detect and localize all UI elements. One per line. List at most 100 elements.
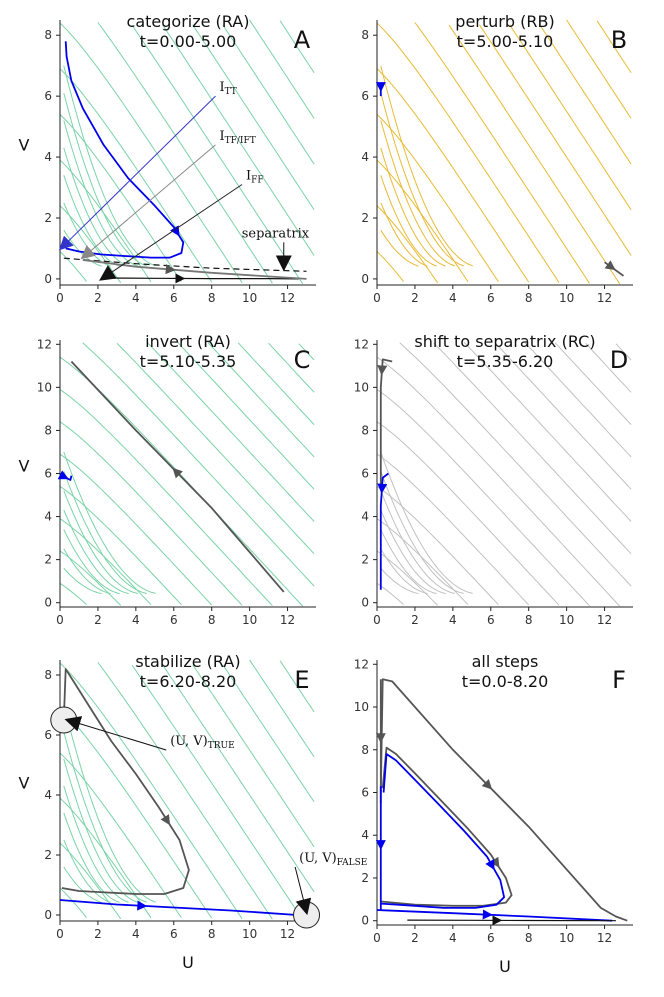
panel-d-series-0 [379, 358, 393, 485]
panel-b-x-tick-label: 8 [525, 291, 533, 305]
panel-f-y-tick-label: 12 [354, 657, 369, 671]
panel-a-annotation-0: ITT [219, 80, 236, 97]
panel-a-streamline [161, 24, 315, 256]
panel-f-y-tick-label: 6 [361, 786, 369, 800]
panel-c-streamline [59, 485, 182, 606]
panel-c-subtitle: t=5.10-5.35 [140, 352, 237, 371]
panel-a-letter: A [294, 26, 311, 54]
panel-b-streamline [380, 65, 473, 267]
panel-b-streamline [376, 251, 404, 282]
panel-a-annotation-sub: TF/IFT [225, 136, 256, 146]
panel-d-subtitle: t=5.35-6.20 [457, 352, 554, 371]
panel-a-title: categorize (RA) [127, 12, 250, 31]
panel-c-streamline [59, 582, 87, 605]
panel-b: 0 2 4 6 8 10 12 0 2 4 6 8 perturb (RB)t=5.00-5.10 B [361, 12, 633, 305]
panel-d-x-tick-label: 2 [411, 613, 419, 627]
panel-c-streamline [59, 389, 273, 607]
panel-b-streamline [596, 20, 632, 73]
panel-b-streamline [376, 68, 530, 283]
panel-e-annotation-1: (U, V)FALSE [299, 851, 367, 868]
panel-a-x-tick-label: 2 [94, 291, 102, 305]
panel-e-streamline [131, 664, 304, 921]
panel-e-x-tick-label: 4 [132, 927, 140, 941]
panel-e-annotation-sub: FALSE [337, 858, 368, 868]
panel-e-x-tick-label: 6 [170, 927, 178, 941]
panel-d-streamline [376, 453, 530, 606]
panel-e-streamline [222, 664, 315, 803]
panel-e-x-tick-label: 12 [280, 927, 295, 941]
panel-a-streamline [63, 175, 120, 267]
panel-a-streamline [59, 114, 182, 282]
panel-c-streamline [63, 509, 129, 595]
panel-d-series-1 [379, 472, 389, 590]
panel-c: 0 2 4 6 8 10 12 0 2 4 6 8 10 12 invert (RA)t=5.10-5.35… [19, 332, 316, 627]
panel-d-streamline [376, 356, 621, 607]
panel-a-streamline [279, 20, 315, 73]
panel-f-y-tick-label: 4 [361, 828, 369, 842]
panel-a-streamline [131, 24, 304, 285]
panel-c-streamline [63, 529, 120, 595]
panel-c-streamline [237, 342, 315, 425]
panel-b-streamline [566, 19, 632, 119]
panel-d-x-tick-label: 6 [487, 613, 495, 627]
panel-a-annotation-sub: FF [251, 175, 263, 185]
panel-f-letter: F [612, 666, 626, 694]
panel-d-streamline [376, 389, 590, 607]
panel-a-series-0 [64, 41, 185, 259]
panel-e-annotation-arrow-1 [294, 866, 312, 916]
panel-a-streamline [59, 251, 87, 282]
panel-a-streamline [63, 147, 129, 267]
panel-b-streamline [380, 229, 419, 267]
panel-b-streamline [478, 24, 632, 256]
panel-b-streamline [448, 24, 621, 285]
panel-e-y-tick-label: 8 [44, 668, 52, 682]
panel-b-streamline [380, 92, 464, 267]
panel-e-streamline [63, 704, 156, 903]
panel-b-streamline [376, 22, 560, 283]
panel-a-x-tick-label: 6 [170, 291, 178, 305]
panel-f-y-tick-label: 2 [361, 871, 369, 885]
panel-c-x-tick-label: 6 [170, 613, 178, 627]
panel-f-x-tick-label: 12 [597, 931, 612, 945]
panel-f-title: all steps [472, 652, 539, 671]
panel-a-streamline [59, 205, 122, 284]
panel-f-series-5 [376, 909, 613, 922]
panel-c-y-tick-label: 10 [37, 380, 52, 394]
panel-b-streamline [509, 24, 632, 211]
panel-b-letter: B [611, 26, 627, 54]
panel-b-streamline [414, 22, 590, 284]
panel-f-x-tick-label: 6 [487, 931, 495, 945]
panel-c-streamline [268, 342, 315, 393]
panel-a-annotation-3: separatrix [242, 226, 310, 241]
panel-a-streamline [63, 120, 138, 267]
panel-e: 0 2 4 6 8 10 12 0 2 4 6 8 stabilize (RA)t=6.20-8.20 E… [19, 652, 368, 972]
panel-a-x-tick-label: 0 [56, 291, 64, 305]
panel-e-annotation-sub: TRUE [208, 741, 235, 751]
panel-d-streamline [380, 548, 428, 595]
panel-e-streamline [59, 887, 87, 919]
panel-d-x-tick-label: 0 [373, 613, 381, 627]
panel-a-annotation-arrow-2 [99, 184, 243, 281]
panel-b-x-tick-label: 12 [597, 291, 612, 305]
panel-f-subtitle: t=0.0-8.20 [462, 672, 549, 691]
panel-d-streamline [399, 342, 632, 587]
panel-e-point-0 [50, 706, 78, 734]
panel-e-streamline [59, 842, 122, 920]
panel-c-x-tick-label: 12 [280, 613, 295, 627]
panel-a-y-tick-label: 8 [44, 28, 52, 42]
panel-a-annotation-arrow-1 [80, 144, 216, 260]
panel-e-streamline [63, 758, 138, 903]
panel-b-x-tick-label: 2 [411, 291, 419, 305]
panel-a-streamline [192, 24, 315, 211]
panel-f-x-label: U [499, 957, 511, 976]
panel-d-letter: D [610, 346, 628, 374]
panel-e-x-tick-label: 2 [94, 927, 102, 941]
panel-a-annotation-2: IFF [246, 168, 264, 185]
panel-a-subtitle: t=0.00-5.00 [140, 32, 237, 51]
panel-c-series-0 [63, 475, 73, 481]
panel-b-streamline [380, 202, 428, 267]
panel-e-annotation-label: (U, V) [299, 851, 337, 866]
panel-d-x-tick-label: 12 [597, 613, 612, 627]
panel-d-streamline [380, 471, 464, 594]
